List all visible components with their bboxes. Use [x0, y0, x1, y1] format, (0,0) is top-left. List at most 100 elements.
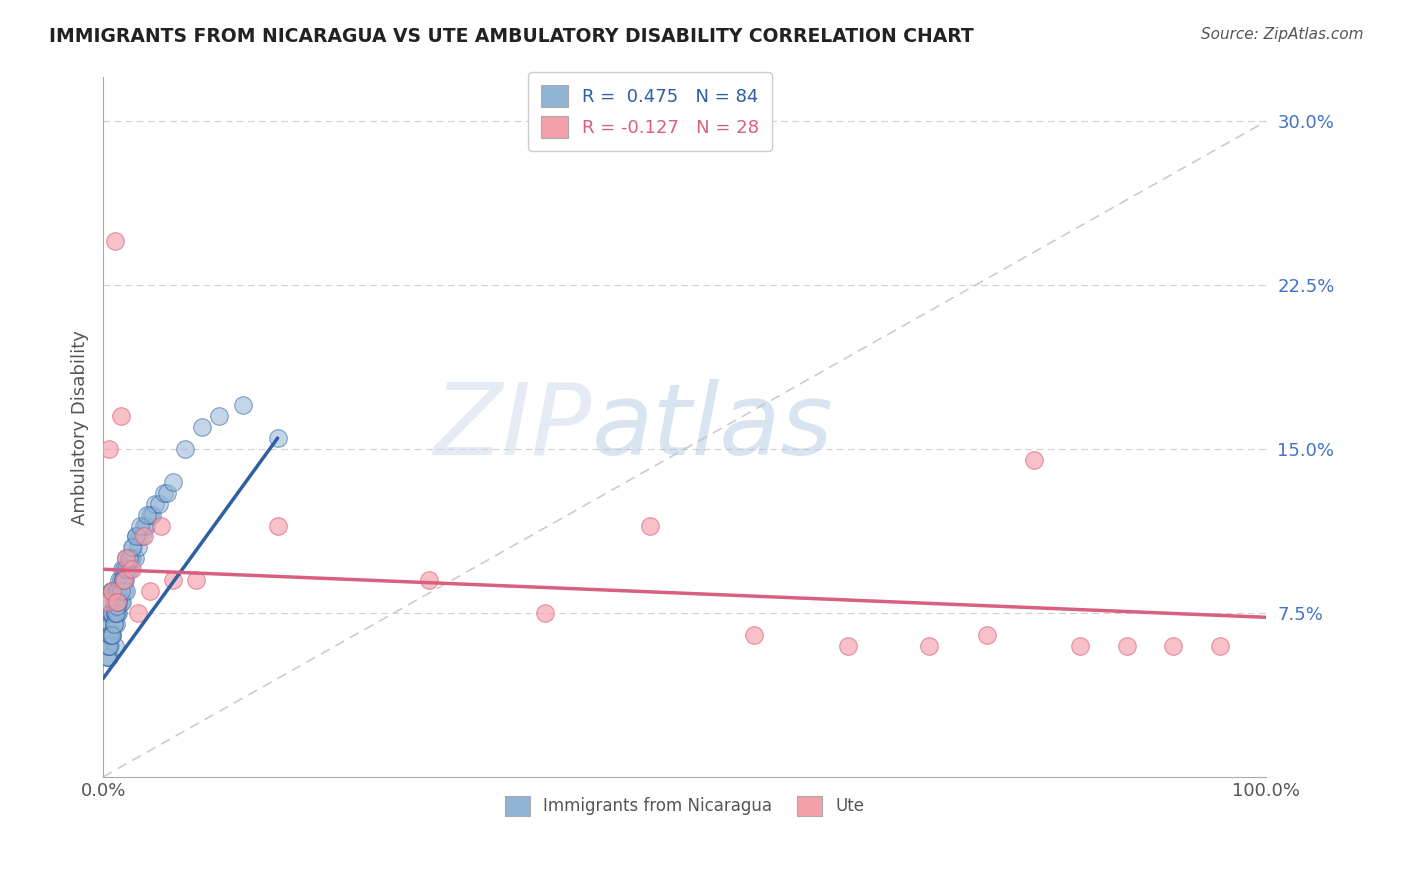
- Point: [105, 606, 128, 620]
- Y-axis label: Ambulatory Disability: Ambulatory Disability: [72, 330, 89, 524]
- Point: [100, 628, 122, 642]
- Point: [98, 628, 121, 642]
- Point: [1069, 639, 1091, 653]
- Point: [104, 606, 127, 620]
- Point: [100, 606, 122, 620]
- Point: [118, 562, 141, 576]
- Point: [104, 606, 127, 620]
- Point: [96, 616, 118, 631]
- Point: [186, 573, 208, 587]
- Point: [534, 606, 557, 620]
- Point: [101, 628, 124, 642]
- Point: [110, 409, 132, 424]
- Point: [121, 541, 143, 555]
- Point: [96, 595, 118, 609]
- Point: [120, 551, 142, 566]
- Point: [118, 551, 141, 566]
- Point: [97, 649, 120, 664]
- Point: [96, 649, 118, 664]
- Point: [127, 606, 149, 620]
- Point: [121, 551, 143, 566]
- Point: [132, 518, 155, 533]
- Point: [97, 639, 120, 653]
- Point: [918, 639, 941, 653]
- Point: [128, 529, 150, 543]
- Point: [124, 551, 146, 566]
- Point: [115, 562, 138, 576]
- Point: [191, 420, 214, 434]
- Point: [105, 584, 128, 599]
- Point: [111, 573, 134, 587]
- Point: [145, 497, 167, 511]
- Point: [1022, 453, 1045, 467]
- Point: [94, 639, 117, 653]
- Point: [98, 616, 121, 631]
- Point: [129, 518, 152, 533]
- Point: [110, 573, 132, 587]
- Point: [115, 584, 138, 599]
- Point: [156, 485, 179, 500]
- Point: [104, 606, 127, 620]
- Point: [104, 235, 127, 249]
- Point: [122, 541, 145, 555]
- Point: [115, 551, 138, 566]
- Point: [98, 606, 121, 620]
- Text: atlas: atlas: [592, 378, 834, 475]
- Point: [114, 573, 136, 587]
- Point: [101, 584, 124, 599]
- Point: [97, 628, 120, 642]
- Point: [110, 595, 132, 609]
- Point: [100, 628, 122, 642]
- Point: [135, 518, 157, 533]
- Point: [111, 562, 134, 576]
- Point: [111, 573, 134, 587]
- Point: [117, 562, 139, 576]
- Point: [136, 508, 159, 522]
- Point: [104, 616, 127, 631]
- Point: [112, 562, 135, 576]
- Point: [121, 562, 143, 576]
- Point: [108, 595, 131, 609]
- Point: [118, 551, 141, 566]
- Point: [131, 529, 153, 543]
- Point: [101, 628, 124, 642]
- Point: [97, 595, 120, 609]
- Point: [837, 639, 859, 653]
- Point: [1115, 639, 1137, 653]
- Point: [105, 595, 128, 609]
- Text: IMMIGRANTS FROM NICARAGUA VS UTE AMBULATORY DISABILITY CORRELATION CHART: IMMIGRANTS FROM NICARAGUA VS UTE AMBULAT…: [49, 27, 974, 45]
- Point: [162, 573, 184, 587]
- Point: [152, 485, 174, 500]
- Point: [111, 595, 134, 609]
- Point: [150, 518, 173, 533]
- Text: ZIP: ZIP: [433, 378, 592, 475]
- Point: [266, 431, 288, 445]
- Point: [103, 616, 125, 631]
- Point: [97, 639, 120, 653]
- Point: [98, 639, 121, 653]
- Point: [112, 573, 135, 587]
- Legend: Immigrants from Nicaragua, Ute: Immigrants from Nicaragua, Ute: [496, 788, 873, 824]
- Point: [1161, 639, 1184, 653]
- Point: [1209, 639, 1232, 653]
- Point: [96, 649, 118, 664]
- Point: [108, 573, 131, 587]
- Point: [138, 584, 160, 599]
- Point: [232, 398, 254, 412]
- Point: [97, 639, 120, 653]
- Point: [125, 529, 148, 543]
- Point: [101, 606, 124, 620]
- Text: Source: ZipAtlas.com: Source: ZipAtlas.com: [1201, 27, 1364, 42]
- Point: [208, 409, 231, 424]
- Point: [418, 573, 440, 587]
- Point: [107, 595, 129, 609]
- Point: [104, 639, 127, 653]
- Point: [112, 584, 135, 599]
- Point: [744, 628, 766, 642]
- Point: [173, 442, 195, 456]
- Point: [132, 529, 155, 543]
- Point: [104, 595, 127, 609]
- Point: [103, 595, 125, 609]
- Point: [101, 584, 124, 599]
- Point: [127, 541, 149, 555]
